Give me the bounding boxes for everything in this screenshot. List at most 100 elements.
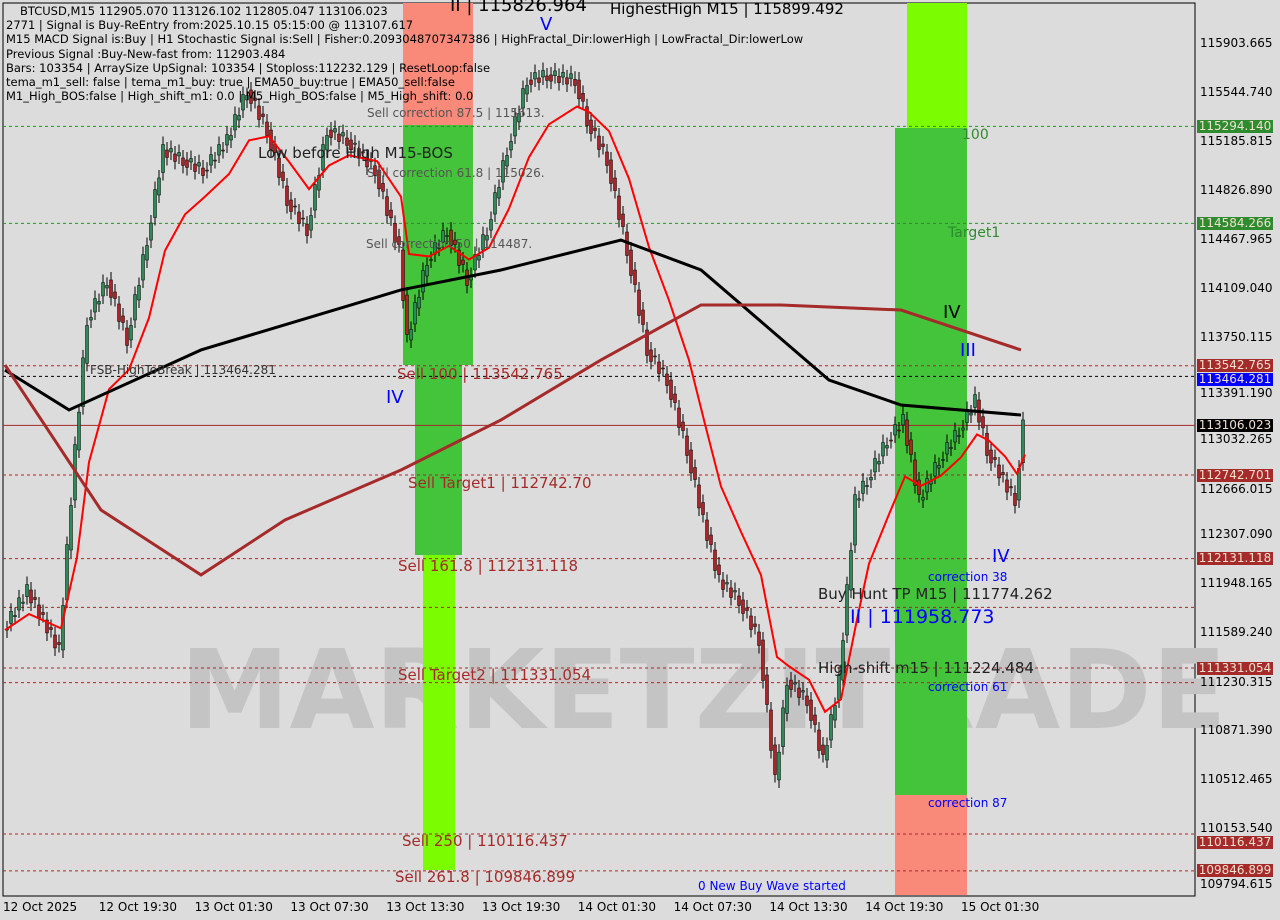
correction-38-label: correction 38 bbox=[928, 570, 1008, 584]
candle bbox=[885, 445, 889, 449]
candle bbox=[381, 183, 385, 192]
candle bbox=[533, 72, 537, 80]
time-tick-label: 13 Oct 19:30 bbox=[482, 900, 561, 914]
time-tick-label: 13 Oct 07:30 bbox=[290, 900, 369, 914]
candle bbox=[737, 595, 741, 606]
candle bbox=[585, 106, 589, 126]
candle bbox=[409, 329, 413, 341]
candle bbox=[481, 234, 485, 251]
candle bbox=[645, 329, 649, 356]
price-tick-label: 113750.115 bbox=[1200, 329, 1273, 344]
candle bbox=[161, 144, 165, 173]
price-tick-label: 115185.815 bbox=[1200, 133, 1273, 148]
info-line: M1_High_BOS:false | High_shift_m1: 0.0 |… bbox=[6, 89, 474, 104]
candle bbox=[361, 151, 365, 154]
candle bbox=[593, 127, 597, 131]
candle bbox=[953, 430, 957, 443]
candle bbox=[113, 291, 117, 299]
candle bbox=[345, 137, 349, 146]
candle bbox=[789, 679, 793, 690]
candle bbox=[545, 75, 549, 81]
candle bbox=[729, 587, 733, 598]
sell-zone-bottom bbox=[895, 795, 967, 895]
candle bbox=[285, 185, 289, 206]
candle bbox=[757, 631, 761, 646]
price-tick-label: 114467.965 bbox=[1200, 231, 1273, 246]
candle bbox=[741, 599, 745, 614]
candle bbox=[453, 239, 457, 245]
candle bbox=[941, 459, 945, 461]
time-tick-label: 15 Oct 01:30 bbox=[961, 900, 1040, 914]
green-zone bbox=[423, 555, 455, 870]
candle bbox=[105, 285, 109, 289]
candle bbox=[189, 158, 193, 163]
candle bbox=[353, 142, 357, 145]
candle bbox=[413, 302, 417, 325]
candle bbox=[85, 325, 89, 364]
candle bbox=[133, 294, 137, 321]
ma-brown-line bbox=[3, 303, 1022, 577]
price-tick-label: 112666.015 bbox=[1200, 481, 1273, 496]
candle bbox=[429, 259, 433, 261]
wave-v-label: V bbox=[540, 14, 553, 35]
fib-100-label: 100 bbox=[962, 127, 989, 143]
candle bbox=[665, 373, 669, 386]
candle bbox=[925, 478, 929, 493]
price-tag: 113542.765 bbox=[1197, 358, 1273, 373]
candle bbox=[825, 745, 829, 761]
candle bbox=[397, 236, 401, 245]
candle bbox=[805, 695, 809, 706]
candle bbox=[473, 254, 477, 271]
time-tick-label: 12 Oct 2025 bbox=[3, 900, 78, 914]
candle bbox=[437, 247, 441, 249]
candle bbox=[617, 195, 621, 220]
price-tag: 111331.054 bbox=[1197, 660, 1273, 675]
price-tag: 115294.140 bbox=[1197, 118, 1273, 133]
candle bbox=[893, 424, 897, 436]
price-tick-label: 111230.315 bbox=[1200, 674, 1273, 689]
candle bbox=[373, 165, 377, 176]
candle bbox=[689, 449, 693, 474]
candle bbox=[961, 427, 965, 431]
candle bbox=[693, 467, 697, 480]
candle bbox=[97, 301, 101, 305]
high-shift-label: High-shift m15 | 111224.484 bbox=[818, 659, 1034, 677]
candle bbox=[797, 687, 801, 698]
candle bbox=[869, 477, 873, 481]
candle bbox=[769, 709, 773, 751]
candle bbox=[629, 249, 633, 276]
candle bbox=[857, 498, 861, 501]
candle bbox=[229, 135, 233, 141]
candle bbox=[813, 714, 817, 725]
price-tag: 112131.118 bbox=[1197, 551, 1273, 566]
candle bbox=[325, 135, 329, 151]
candle bbox=[197, 162, 201, 167]
info-line: 2771 | Signal is Buy-ReEntry from:2025.1… bbox=[6, 18, 414, 33]
candle bbox=[793, 682, 797, 685]
candle bbox=[385, 196, 389, 216]
candle bbox=[9, 610, 13, 624]
candle bbox=[233, 114, 237, 131]
ma-black-line bbox=[4, 238, 1022, 417]
buy-hunt-label: Buy Hunt TP M15 | 111774.262 bbox=[818, 585, 1053, 603]
price-tick-label: 111948.165 bbox=[1200, 576, 1273, 591]
candle bbox=[845, 584, 849, 636]
candle bbox=[1021, 419, 1025, 463]
candle bbox=[141, 254, 145, 281]
candle bbox=[841, 640, 845, 681]
candle bbox=[817, 729, 821, 751]
candle bbox=[721, 579, 725, 590]
green-zone bbox=[415, 360, 462, 555]
price-tick-label: 110153.540 bbox=[1200, 821, 1273, 836]
candle bbox=[657, 361, 661, 374]
time-tick-label: 13 Oct 13:30 bbox=[386, 900, 465, 914]
time-tick-label: 13 Oct 01:30 bbox=[194, 900, 273, 914]
candle bbox=[697, 484, 701, 509]
candle bbox=[637, 289, 641, 316]
wave-ii-low-label: II | 111958.773 bbox=[850, 606, 995, 628]
candle bbox=[505, 155, 509, 167]
candle bbox=[313, 184, 317, 211]
price-tick-label: 109794.615 bbox=[1200, 877, 1273, 892]
candle bbox=[749, 615, 753, 630]
